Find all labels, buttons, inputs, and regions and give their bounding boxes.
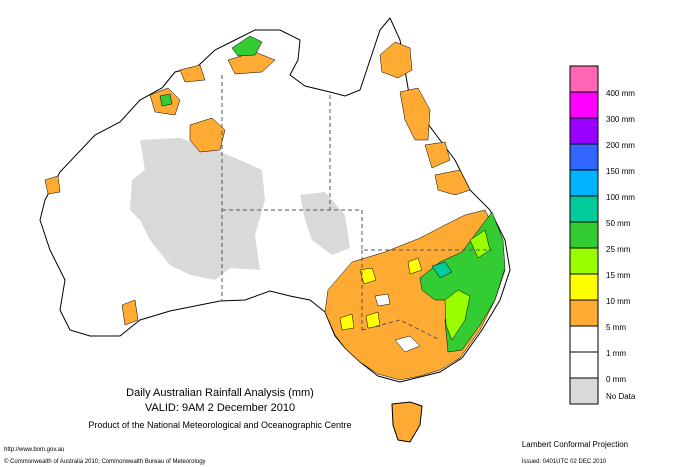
legend-swatch	[569, 351, 599, 379]
legend-swatch	[569, 221, 599, 249]
rain-1mm-gap	[374, 293, 421, 353]
legend-swatch	[569, 247, 599, 275]
legend: 400 mm 300 mm 200 mm 150 mm 100 mm 50 mm 25 mm…	[569, 65, 636, 405]
legend-swatch	[569, 325, 599, 353]
legend-label: 100 mm	[606, 193, 635, 202]
legend-label: 0 mm	[606, 375, 626, 384]
legend-label: 50 mm	[606, 219, 631, 228]
map-title: Daily Australian Rainfall Analysis (mm)	[126, 387, 314, 399]
legend-label: 5 mm	[606, 323, 626, 332]
legend-label: 10 mm	[606, 297, 631, 306]
rain-10mm-spots	[339, 257, 423, 331]
legend-no-data: No Data	[606, 392, 636, 401]
legend-swatch	[569, 143, 599, 171]
legend-label: 1 mm	[606, 349, 626, 358]
legend-swatch	[569, 117, 599, 145]
legend-label: 300 mm	[606, 115, 635, 124]
projection: Lambert Conformal Projection	[522, 440, 628, 449]
legend-label: 25 mm	[606, 245, 631, 254]
product-note: Product of the National Meteorological a…	[88, 420, 351, 430]
no-data-region	[130, 138, 350, 280]
tasmania	[391, 401, 423, 443]
legend-swatch	[569, 377, 599, 405]
rain-25mm-north	[159, 35, 263, 107]
legend-swatch	[569, 273, 599, 301]
valid-time: VALID: 9AM 2 December 2010	[145, 402, 295, 414]
map-area	[39, 17, 511, 443]
copyright: © Commonwealth of Australia 2010, Common…	[4, 458, 206, 465]
legend-swatch	[569, 169, 599, 197]
legend-swatch	[569, 65, 599, 93]
state-borders	[221, 75, 492, 341]
legend-label: 200 mm	[606, 141, 635, 150]
rain-50mm-east	[431, 261, 453, 279]
legend-label: 400 mm	[606, 89, 635, 98]
legend-swatch	[569, 91, 599, 119]
legend-label: 15 mm	[606, 271, 631, 280]
rain-5mm-north	[44, 41, 471, 326]
legend-swatch	[569, 299, 599, 327]
url: http://www.bom.gov.au	[4, 447, 64, 453]
legend-label: 150 mm	[606, 167, 635, 176]
issued: Issued: 0401UTC 02 DEC 2010	[522, 459, 607, 465]
legend-swatch	[569, 195, 599, 223]
